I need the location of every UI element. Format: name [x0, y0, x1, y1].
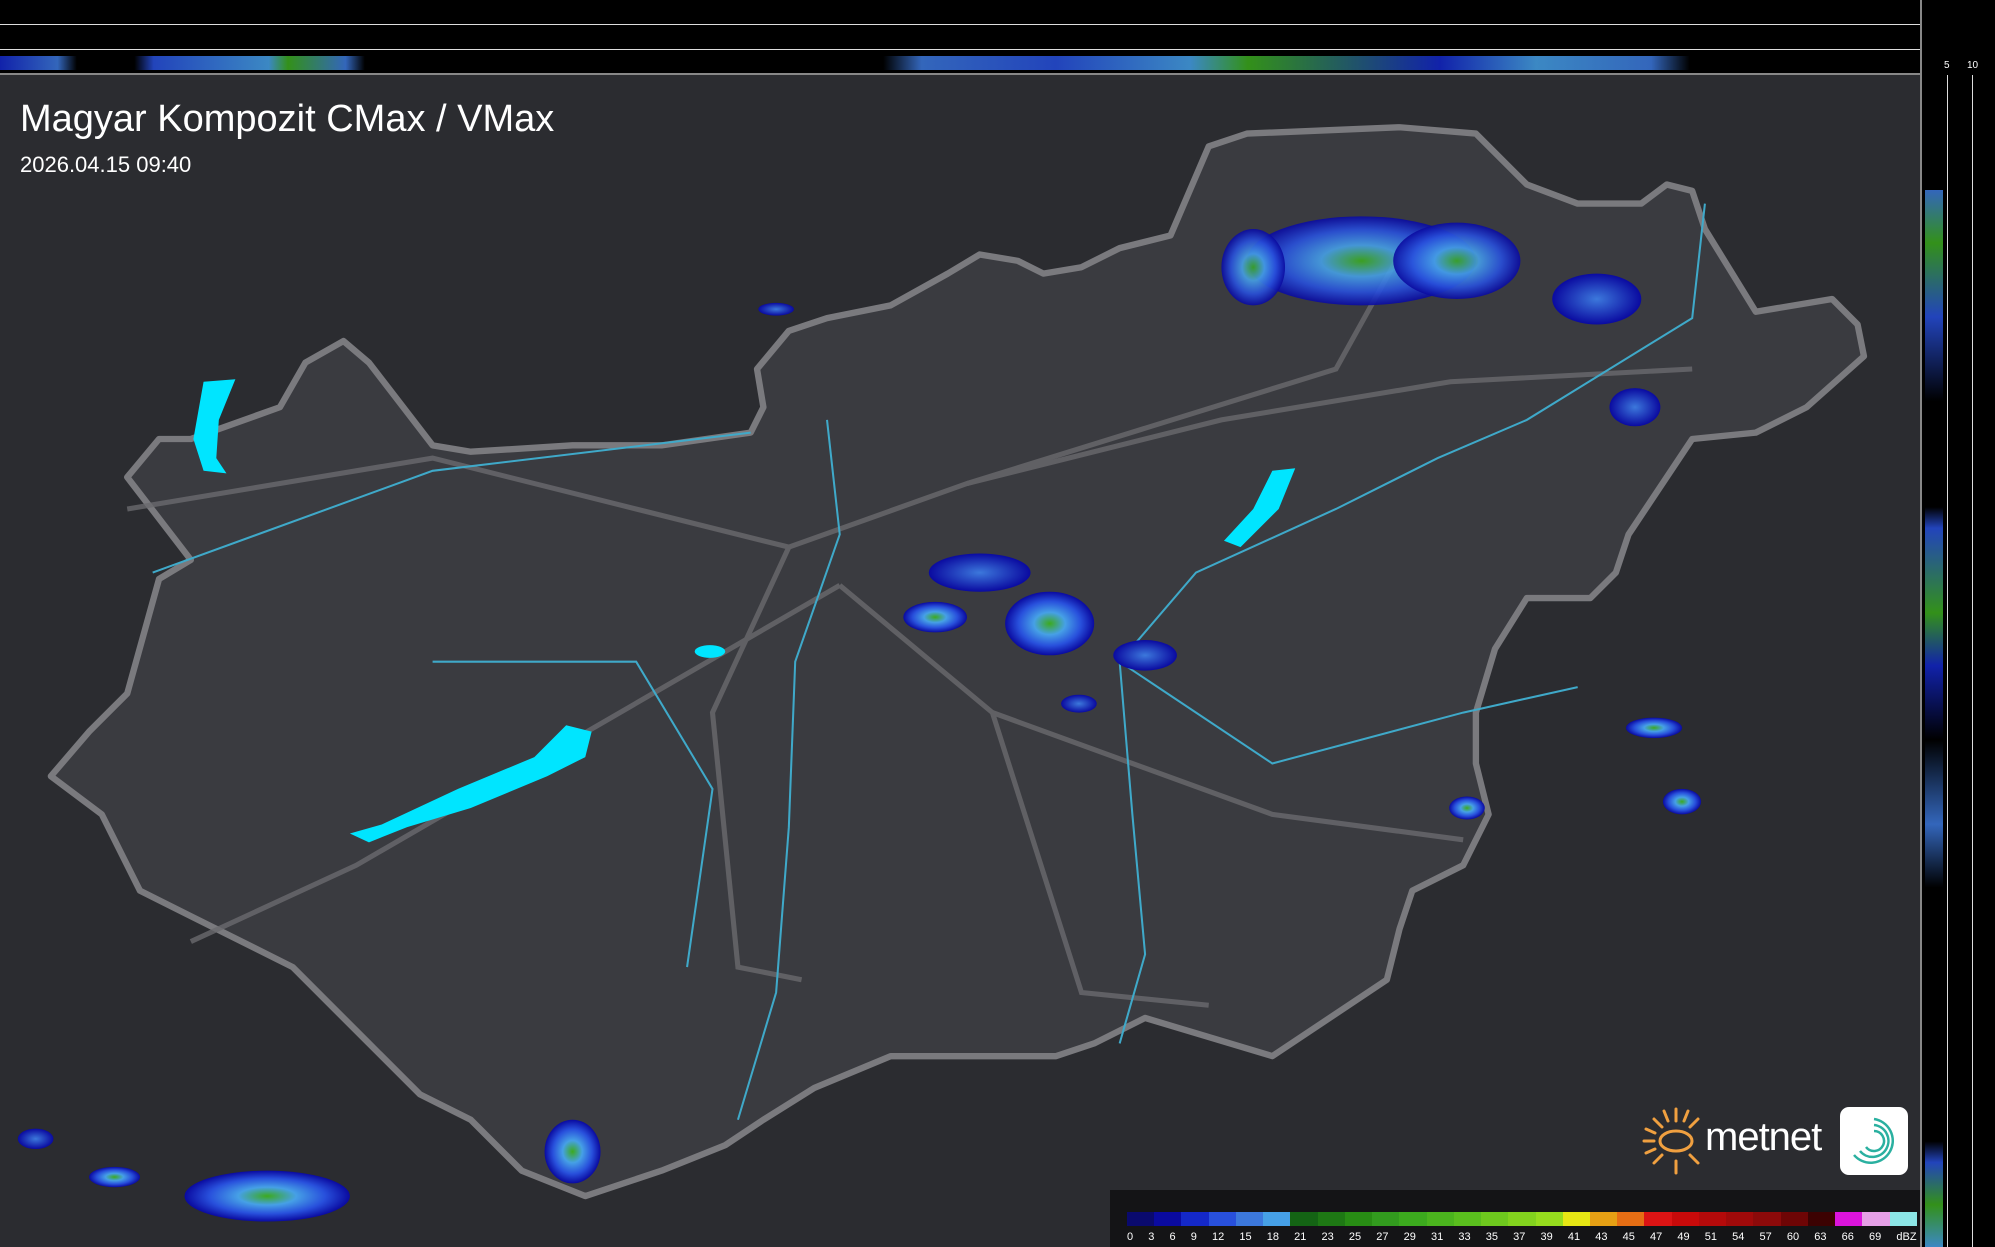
profile-tick-label: 5: [1944, 60, 1950, 71]
profile-gridline: [0, 49, 1920, 50]
legend-label: 41: [1567, 1231, 1581, 1243]
legend-label: 54: [1732, 1231, 1745, 1243]
legend-label: 3: [1148, 1231, 1155, 1243]
sun-icon: [1642, 1107, 1700, 1175]
legend-swatch: [1807, 1212, 1836, 1226]
legend-swatch: [1181, 1212, 1209, 1226]
legend-swatch: [1399, 1212, 1427, 1226]
legend-swatch: [1317, 1212, 1345, 1226]
profile-gridline: [1972, 75, 1973, 1247]
map-title: Magyar Kompozit CMax / VMax: [20, 98, 555, 140]
legend-label: 21: [1294, 1231, 1307, 1243]
hungary-outline: [47, 124, 1868, 1200]
legend-swatch: [1372, 1212, 1400, 1226]
legend-color-bar: [1127, 1212, 1917, 1226]
legend-label: 35: [1485, 1231, 1498, 1243]
legend-label: 6: [1169, 1231, 1176, 1243]
legend-label: 23: [1321, 1231, 1334, 1243]
lake-velence: [694, 645, 726, 658]
logo-text: metnet: [1705, 1115, 1822, 1159]
legend-swatch: [1127, 1212, 1155, 1226]
profile-tick-label: 10: [1967, 60, 1979, 71]
legend-swatch: [1671, 1212, 1699, 1226]
legend-label: 60: [1786, 1231, 1800, 1243]
legend-swatch: [1481, 1212, 1509, 1226]
rivers: [152, 203, 1706, 1121]
legend-label: 69: [1869, 1231, 1882, 1243]
legend-label: 57: [1759, 1231, 1772, 1243]
legend-label: 25: [1348, 1231, 1362, 1243]
legend-swatch: [1453, 1212, 1482, 1226]
legend-label: 15: [1239, 1231, 1252, 1243]
legend-swatch: [1726, 1212, 1754, 1226]
radar-echoes: [17, 216, 1702, 1222]
legend-label: 33: [1458, 1231, 1471, 1243]
dbz-color-legend: 0 3 6 9 12 15 18 21 23 25 27 29 31 33 35 37 39 41 43 45 47 49…: [1110, 1190, 1920, 1247]
lake-neusiedl: [193, 379, 236, 474]
legend-swatch: [1835, 1212, 1863, 1226]
lakes: [193, 379, 1296, 843]
legend-swatch: [1290, 1212, 1318, 1226]
legend-swatch: [1644, 1212, 1672, 1226]
radar-map[interactable]: [0, 73, 1920, 1247]
legend-label: 66: [1841, 1231, 1854, 1243]
lake-tisza: [1223, 468, 1296, 548]
legend-swatch: [1780, 1212, 1808, 1226]
legend-label: 0: [1127, 1231, 1134, 1243]
legend-labels: 0 3 6 9 12 15 18 21 23 25 27 29 31 33 35 37 39 41 43 45 47 49…: [1127, 1231, 1917, 1243]
legend-swatch: [1862, 1212, 1890, 1226]
legend-swatch: [1508, 1212, 1536, 1226]
legend-swatch: [1753, 1212, 1781, 1226]
profile-gridline: [0, 24, 1920, 25]
legend-swatch: [1344, 1212, 1373, 1226]
legend-label: 63: [1814, 1231, 1827, 1243]
map-timestamp: 2026.04.15 09:40: [20, 152, 192, 177]
legend-label: 18: [1266, 1231, 1279, 1243]
legend-swatch: [1617, 1212, 1645, 1226]
vertical-profile-right: 5 10: [1920, 0, 1995, 1247]
legend-swatch: [1154, 1212, 1182, 1226]
legend-swatch: [1698, 1212, 1727, 1226]
legend-swatch: [1535, 1212, 1563, 1226]
legend-label: 27: [1376, 1231, 1389, 1243]
metnet-logo: metnet: [1640, 1105, 1910, 1177]
roads: [126, 253, 1693, 1008]
legend-label: 39: [1540, 1231, 1553, 1243]
legend-swatch: [1235, 1212, 1264, 1226]
legend-label: 43: [1595, 1231, 1608, 1243]
profile-echoes: [0, 56, 1920, 70]
legend-swatch: [1889, 1212, 1917, 1226]
legend-label: 49: [1677, 1231, 1690, 1243]
swirl-icon: [1840, 1107, 1908, 1175]
legend-swatch: [1589, 1212, 1618, 1226]
legend-label: 37: [1513, 1231, 1526, 1243]
legend-label: 51: [1704, 1231, 1717, 1243]
legend-swatch: [1426, 1212, 1454, 1226]
legend-label: 12: [1212, 1231, 1225, 1243]
profile-echoes: [1925, 190, 1943, 1247]
profile-gridline: [1947, 75, 1948, 1247]
vertical-profile-top: 10 5: [0, 0, 1935, 75]
legend-label: 47: [1650, 1231, 1663, 1243]
legend-label: 31: [1431, 1231, 1444, 1243]
legend-label: 9: [1190, 1231, 1197, 1243]
lake-balaton: [349, 725, 592, 843]
legend-label: 45: [1622, 1231, 1635, 1243]
legend-unit: dBZ: [1896, 1231, 1917, 1243]
legend-label: 29: [1403, 1231, 1416, 1243]
legend-swatch: [1208, 1212, 1236, 1226]
legend-swatch: [1263, 1212, 1291, 1226]
legend-swatch: [1562, 1212, 1590, 1226]
